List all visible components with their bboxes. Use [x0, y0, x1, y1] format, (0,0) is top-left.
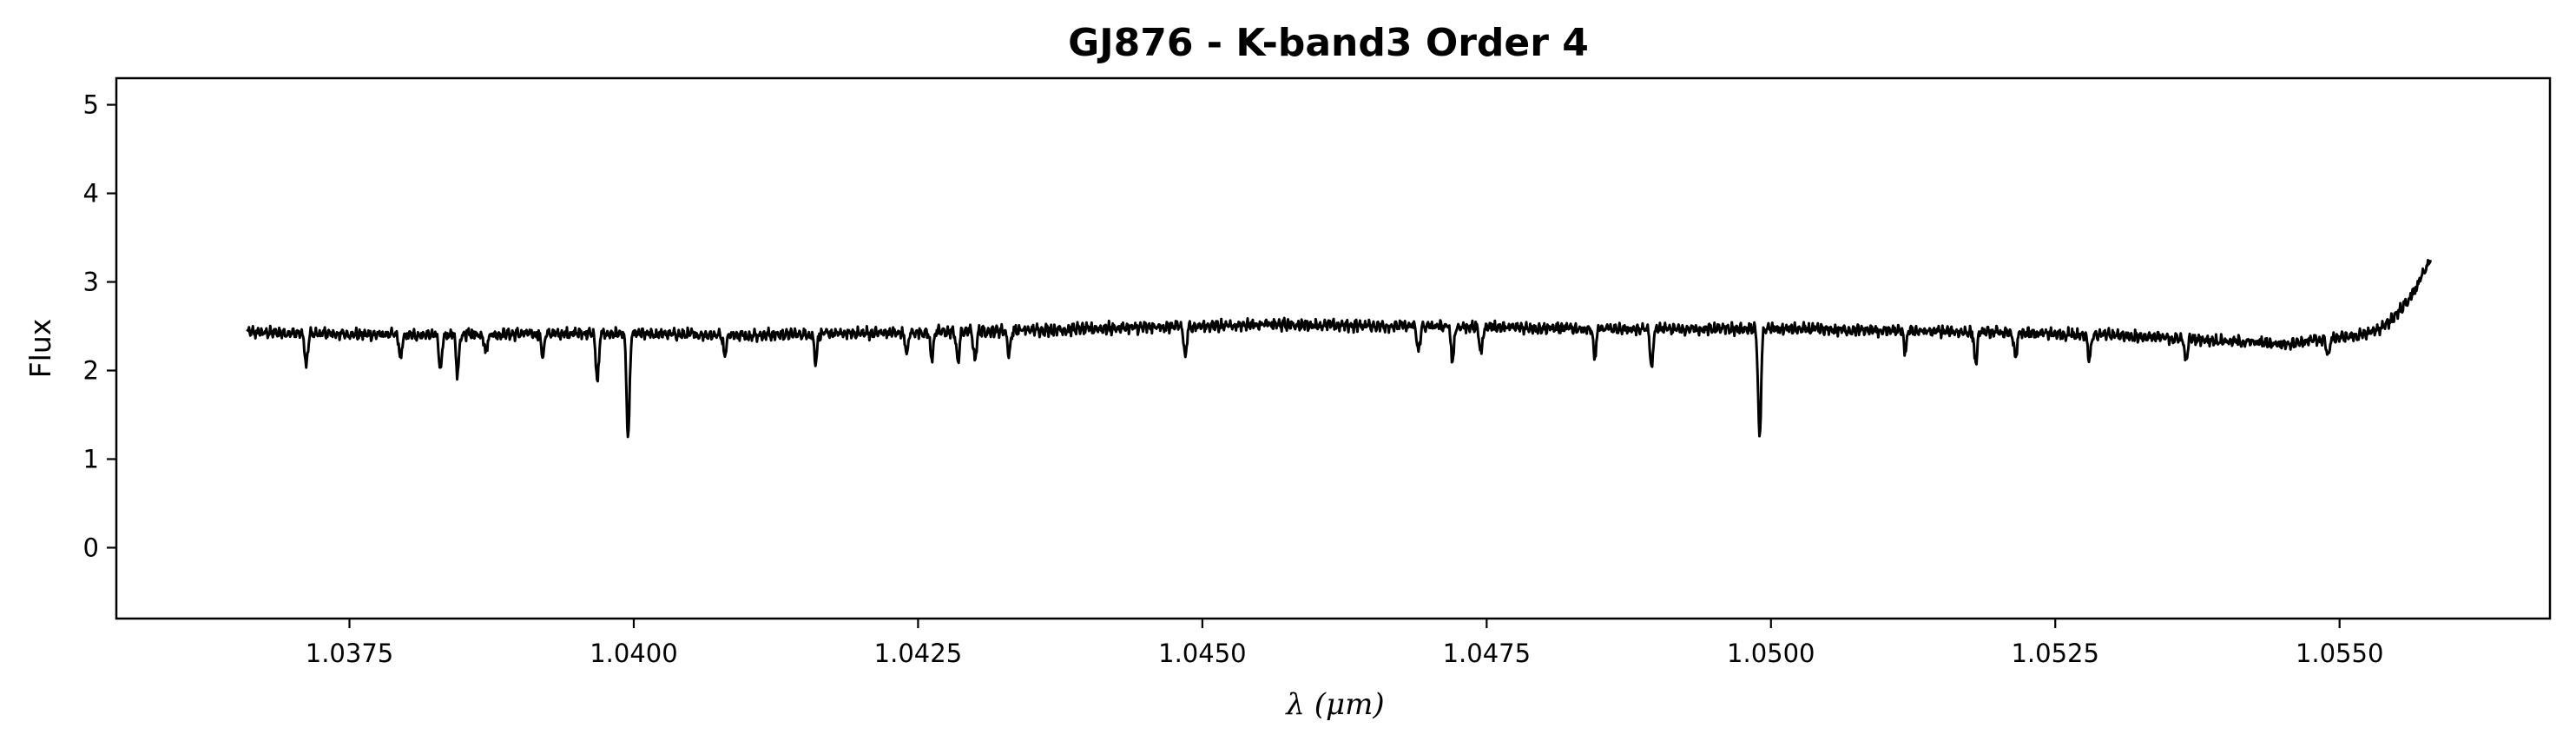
x-tick-label: 1.0525 [2011, 639, 2098, 668]
y-tick-label: 3 [83, 268, 99, 297]
y-axis-label: Flux [23, 319, 57, 379]
y-tick-label: 1 [83, 444, 99, 473]
y-axis-ticks: 0 1 2 3 4 5 [83, 90, 116, 562]
x-tick-label: 1.0500 [1727, 639, 1815, 668]
x-tick-label: 1.0425 [874, 639, 962, 668]
x-tick-label: 1.0450 [1158, 639, 1246, 668]
x-tick-label: 1.0375 [306, 639, 393, 668]
x-axis-ticks: 1.0375 1.0400 1.0425 1.0450 1.0475 1.0500 1.05… [306, 619, 2383, 668]
x-tick-label: 1.0550 [2296, 639, 2383, 668]
plot-frame [115, 76, 2552, 620]
flux-line [246, 259, 2432, 439]
x-tick-label: 1.0475 [1443, 639, 1531, 668]
y-tick-label: 5 [83, 90, 99, 120]
y-tick-label: 2 [83, 355, 99, 385]
y-tick-label: 4 [83, 179, 99, 209]
x-axis-label: λ (μm) [1284, 687, 1384, 722]
y-tick-label: 0 [83, 533, 99, 562]
chart-title: GJ876 - K-band3 Order 4 [1068, 21, 1589, 65]
x-tick-label: 1.0400 [590, 639, 677, 668]
